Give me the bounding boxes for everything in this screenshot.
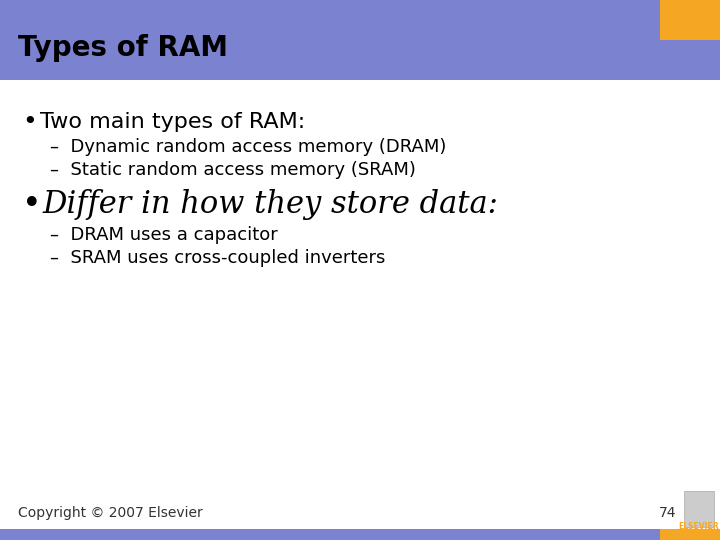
Text: •: •	[22, 188, 42, 221]
Text: Two main types of RAM:: Two main types of RAM:	[40, 112, 305, 132]
Text: ELSEVIER: ELSEVIER	[679, 522, 719, 531]
Bar	[660, 529, 720, 540]
Text: Differ in how they store data:: Differ in how they store data:	[42, 190, 498, 220]
Text: Types of RAM: Types of RAM	[18, 34, 228, 62]
Text: •: •	[22, 110, 37, 134]
Text: –  Dynamic random access memory (DRAM): – Dynamic random access memory (DRAM)	[50, 138, 446, 156]
Text: –  SRAM uses cross-coupled inverters: – SRAM uses cross-coupled inverters	[50, 249, 385, 267]
Bar	[684, 491, 714, 527]
Text: –  DRAM uses a capacitor: – DRAM uses a capacitor	[50, 226, 278, 244]
Text: 74: 74	[660, 506, 677, 520]
Text: –  Static random access memory (SRAM): – Static random access memory (SRAM)	[50, 161, 416, 179]
Bar	[0, 0, 720, 80]
Bar	[0, 529, 660, 540]
Bar	[660, 0, 720, 40]
Text: Copyright © 2007 Elsevier: Copyright © 2007 Elsevier	[18, 506, 203, 520]
